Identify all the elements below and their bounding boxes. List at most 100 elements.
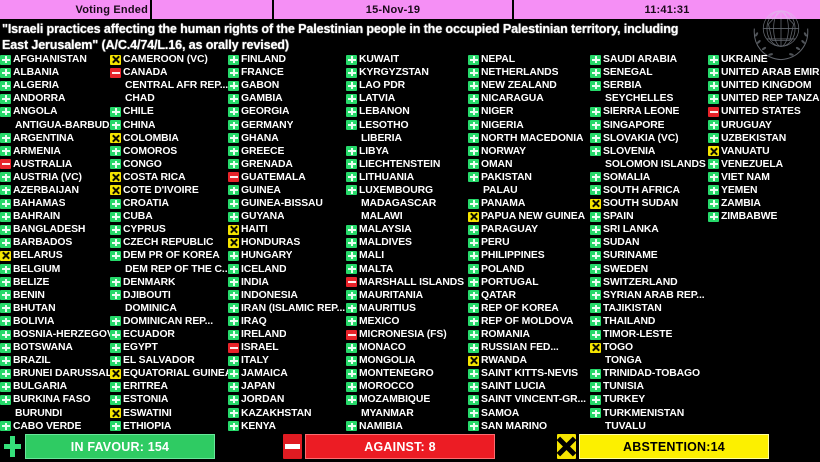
country-row: SOUTH SUDAN bbox=[590, 197, 708, 210]
country-column-3: KUWAIT KYRGYZSTAN LAO PDR LATVIA LEBANON LESO… bbox=[346, 53, 468, 445]
vote-yes-icon bbox=[468, 277, 479, 288]
vote-yes-icon bbox=[228, 303, 239, 314]
country-row: EGYPT bbox=[110, 341, 228, 354]
abstention-tally: ABSTENTION:14 bbox=[579, 434, 769, 459]
country-row: LIECHTENSTEIN bbox=[346, 158, 468, 171]
vote-yes-icon bbox=[346, 394, 357, 405]
country-row: MALAYSIA bbox=[346, 223, 468, 236]
country-name: FINLAND bbox=[241, 54, 286, 66]
country-name: MOROCCO bbox=[359, 381, 414, 393]
country-row: TURKEY bbox=[590, 393, 708, 406]
country-name: ROMANIA bbox=[481, 329, 530, 341]
country-row: SWITZERLAND bbox=[590, 276, 708, 289]
country-name: SUDAN bbox=[603, 237, 640, 249]
country-row: KENYA bbox=[228, 420, 346, 433]
vote-yes-icon bbox=[110, 421, 121, 432]
country-row: BENIN bbox=[0, 289, 110, 302]
country-row: SIERRA LEONE bbox=[590, 105, 708, 118]
vote-yes-icon bbox=[590, 394, 601, 405]
vote-yes-icon bbox=[228, 211, 239, 222]
country-row: FRANCE bbox=[228, 66, 346, 79]
vote-yes-icon bbox=[468, 408, 479, 419]
country-name: INDIA bbox=[241, 276, 269, 288]
country-row: GUINEA-BISSAU bbox=[228, 197, 346, 210]
country-name: MALAYSIA bbox=[359, 224, 412, 236]
vote-yes-icon bbox=[110, 329, 121, 340]
vote-yes-icon bbox=[468, 159, 479, 170]
country-name: LESOTHO bbox=[359, 119, 409, 131]
country-name: ANGOLA bbox=[13, 106, 58, 118]
country-name: MOZAMBIQUE bbox=[359, 394, 431, 406]
country-row: PALAU bbox=[468, 184, 590, 197]
country-row: ECUADOR bbox=[110, 328, 228, 341]
abstention-x-icon bbox=[557, 434, 576, 459]
vote-yes-icon bbox=[346, 54, 357, 65]
country-row: BELARUS bbox=[0, 249, 110, 262]
country-row: TUVALU bbox=[590, 420, 708, 433]
country-name: IRAQ bbox=[241, 315, 267, 327]
vote-yes-icon bbox=[110, 106, 121, 117]
country-row: SOMALIA bbox=[590, 171, 708, 184]
vote-abstain-icon bbox=[110, 368, 121, 379]
country-row: DENMARK bbox=[110, 276, 228, 289]
vote-yes-icon bbox=[0, 185, 11, 196]
country-row: UNITED ARAB EMIR... bbox=[708, 66, 820, 79]
country-row: PERU bbox=[468, 236, 590, 249]
country-name: TAJIKISTAN bbox=[603, 302, 662, 314]
country-name: PANAMA bbox=[481, 198, 526, 210]
vote-yes-icon bbox=[346, 342, 357, 353]
country-name: REP OF KOREA bbox=[481, 302, 559, 314]
vote-yes-icon bbox=[468, 368, 479, 379]
vote-none-icon bbox=[110, 264, 121, 274]
country-row: ESWATINI bbox=[110, 407, 228, 420]
country-name: BELARUS bbox=[13, 250, 63, 262]
vote-yes-icon bbox=[468, 237, 479, 248]
vote-yes-icon bbox=[0, 224, 11, 235]
country-name: SAN MARINO bbox=[481, 420, 547, 432]
vote-yes-icon bbox=[110, 120, 121, 131]
country-row: TAJIKISTAN bbox=[590, 302, 708, 315]
country-name: NETHERLANDS bbox=[481, 67, 559, 79]
country-name: CABO VERDE bbox=[13, 420, 82, 432]
country-row: JORDAN bbox=[228, 393, 346, 406]
against-minus-icon bbox=[283, 434, 302, 459]
country-column-5: SAUDI ARABIA SENEGAL SERBIA SEYCHELLES SIERR… bbox=[590, 53, 708, 445]
vote-yes-icon bbox=[228, 264, 239, 275]
in-favour-tally: IN FAVOUR: 154 bbox=[25, 434, 215, 459]
country-name: COSTA RICA bbox=[123, 171, 186, 183]
country-name: LATVIA bbox=[359, 93, 396, 105]
country-name: BRAZIL bbox=[13, 355, 51, 367]
country-name: BURUNDI bbox=[15, 407, 63, 419]
vote-yes-icon bbox=[110, 342, 121, 353]
vote-yes-icon bbox=[0, 381, 11, 392]
vote-abstain-icon bbox=[590, 198, 601, 209]
vote-none-icon bbox=[468, 185, 479, 195]
country-name: CAMEROON (VC) bbox=[123, 54, 208, 66]
country-row: KYRGYZSTAN bbox=[346, 66, 468, 79]
country-name: PARAGUAY bbox=[481, 224, 538, 236]
country-row: NEPAL bbox=[468, 53, 590, 66]
country-row: POLAND bbox=[468, 263, 590, 276]
country-row: BANGLADESH bbox=[0, 223, 110, 236]
country-name: SOLOMON ISLANDS bbox=[605, 158, 706, 170]
country-row: JAMAICA bbox=[228, 367, 346, 380]
vote-yes-icon bbox=[346, 120, 357, 131]
vote-yes-icon bbox=[0, 106, 11, 117]
vote-yes-icon bbox=[228, 355, 239, 366]
vote-yes-icon bbox=[590, 250, 601, 261]
country-name: CUBA bbox=[123, 211, 153, 223]
country-name: YEMEN bbox=[721, 184, 758, 196]
country-name: LIBERIA bbox=[361, 132, 402, 144]
country-row: UZBEKISTAN bbox=[708, 132, 820, 145]
vote-yes-icon bbox=[590, 237, 601, 248]
vote-yes-icon bbox=[346, 159, 357, 170]
country-name: MYANMAR bbox=[361, 407, 414, 419]
vote-yes-icon bbox=[346, 224, 357, 235]
vote-no-icon bbox=[110, 67, 121, 78]
country-row: BRUNEI DARUSSAL... bbox=[0, 367, 110, 380]
country-name: HONDURAS bbox=[241, 237, 301, 249]
country-name: POLAND bbox=[481, 263, 525, 275]
vote-yes-icon bbox=[346, 146, 357, 157]
country-row: CONGO bbox=[110, 158, 228, 171]
country-name: TOGO bbox=[603, 342, 634, 354]
